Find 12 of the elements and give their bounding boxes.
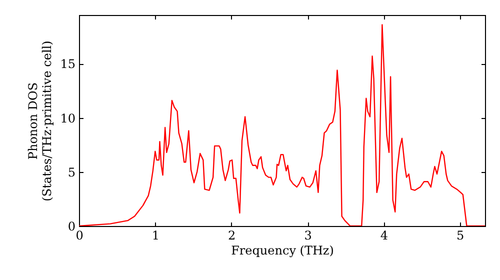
y-tick-label: 15	[60, 57, 76, 72]
y-tick-label: 5	[68, 165, 76, 180]
x-axis-title: Frequency (THz)	[231, 244, 334, 258]
x-tick-label: 5	[456, 228, 464, 242]
y-tick-label: 0	[68, 220, 76, 234]
x-tick-label: 4	[380, 228, 388, 242]
y-axis-title: Phonon DOS (States/THz·primitive cell)	[26, 40, 54, 202]
x-tick-label: 2	[228, 228, 236, 242]
x-tick-label: 1	[152, 228, 160, 242]
line-series	[79, 24, 485, 226]
y-tick-label: 10	[60, 111, 76, 126]
x-tick-label: 3	[304, 228, 312, 242]
